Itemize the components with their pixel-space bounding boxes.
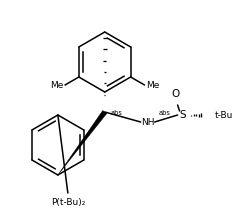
Text: Me: Me: [147, 81, 160, 90]
Text: S: S: [179, 110, 186, 120]
Text: P(t-Bu)₂: P(t-Bu)₂: [51, 198, 85, 207]
Text: Me: Me: [50, 81, 63, 90]
Text: abs: abs: [159, 110, 171, 116]
Polygon shape: [58, 110, 107, 175]
Text: t-Bu: t-Bu: [214, 110, 233, 119]
Text: NH: NH: [141, 117, 154, 126]
Text: O: O: [171, 89, 180, 99]
Text: abs: abs: [111, 110, 123, 116]
